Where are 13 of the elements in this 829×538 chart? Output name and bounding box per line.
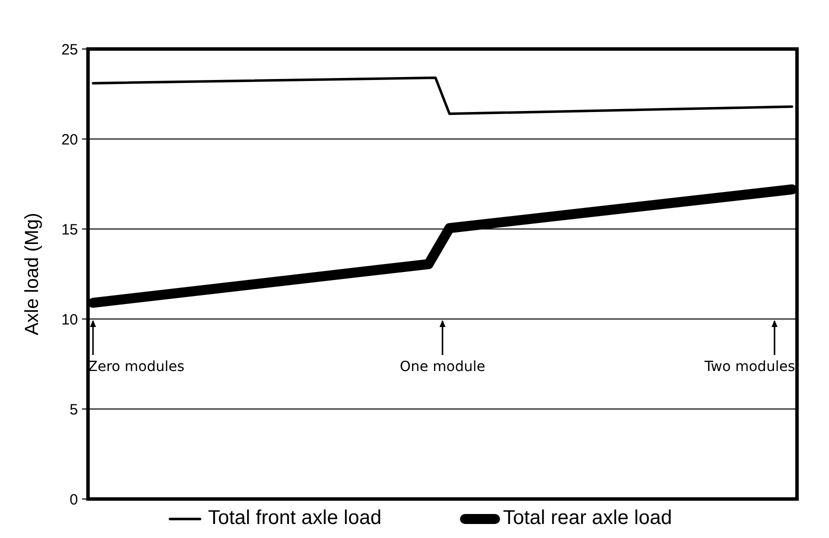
y-tick-label: 15 — [61, 221, 78, 238]
y-tick-label: 10 — [61, 311, 78, 328]
y-axis-title: Axle load (Mg) — [22, 212, 43, 336]
y-tick-label: 5 — [70, 401, 78, 418]
annotation: Two modules — [704, 359, 795, 375]
y-tick-label: 25 — [61, 41, 78, 58]
line-series — [92, 76, 794, 116]
y-tick-label: 20 — [61, 131, 78, 148]
legend-label: Total rear axle load — [503, 507, 672, 529]
y-tick-label: 0 — [70, 491, 78, 508]
annotation: Zero modules — [88, 359, 184, 375]
legend-label: Total front axle load — [208, 507, 382, 529]
annotation: One module — [400, 359, 486, 375]
